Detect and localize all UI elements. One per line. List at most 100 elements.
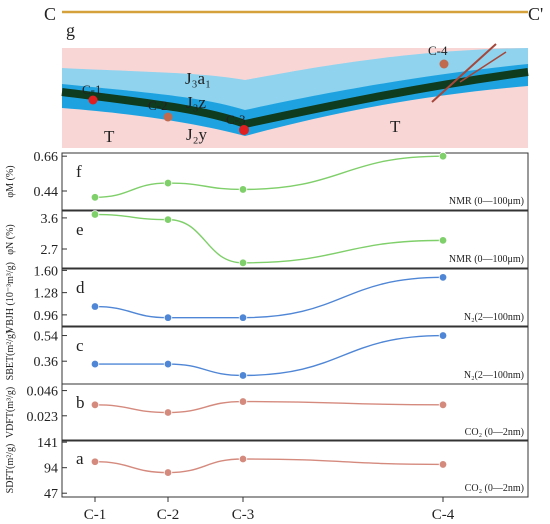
method-note: N₂(2—100nm) [464, 370, 524, 381]
stratum-j3z: J₃z [186, 93, 207, 112]
data-point-c-3 [238, 397, 248, 406]
coal-seam [61, 68, 529, 129]
data-point-c-1 [90, 302, 100, 311]
stratum-t-left: T [104, 127, 115, 146]
y-axis-label: SDFT(m²/g) [5, 444, 16, 494]
data-point-c-1 [90, 457, 100, 466]
section-left-label: C [44, 4, 56, 24]
series-line [94, 155, 444, 199]
y-tick-label: 47 [44, 487, 58, 502]
series-line [94, 400, 444, 414]
cross-section: g J₃a₁ J₃z J₂y T T C-1 C-2 C-3 C-4 [61, 20, 529, 148]
well-label-c1: C-1 [82, 82, 102, 97]
y-axis-label: φM (%) [5, 165, 16, 197]
well-dot-c3 [239, 125, 249, 135]
method-note: NMR (0—100μm) [449, 254, 524, 265]
section-right-label: C' [528, 4, 543, 24]
panel-letter: b [76, 393, 85, 412]
series-line [94, 334, 444, 377]
data-point-c-4 [438, 400, 448, 410]
y-tick-label: 0.66 [34, 150, 59, 165]
well-label-c4: C-4 [428, 43, 448, 58]
method-note: NMR (0—100μm) [449, 196, 524, 207]
y-tick-label: 2.7 [41, 243, 59, 258]
method-note: N₂(2—100nm) [464, 312, 524, 323]
panel-frame [61, 439, 529, 498]
y-axis-label: VBJH (10⁻³m³/g) [5, 262, 16, 333]
panel-frame [61, 210, 529, 269]
panel-frame [61, 326, 529, 385]
section-header: C C' [44, 4, 543, 24]
x-tick-label: C-2 [157, 507, 180, 523]
data-point-c-4 [438, 460, 448, 469]
panel-letter: a [76, 449, 84, 468]
panel-f: 0.66 0.44 φM (%) f NMR (0—100μm) [5, 150, 529, 211]
data-point-c-4 [438, 331, 448, 340]
stratum-j2y: J₂y [186, 125, 208, 144]
panel-letter: d [76, 278, 85, 297]
data-point-c-3 [238, 258, 248, 268]
y-axis-label: φN (%) [5, 224, 16, 254]
series-line [94, 458, 444, 474]
data-point-c-1 [90, 359, 100, 369]
fault-2 [459, 51, 507, 83]
data-point-c-1 [90, 193, 100, 202]
stratum-t-right: T [390, 117, 401, 136]
panel-a: 141 94 47 SDFT(m²/g) a CO₂ (0—2nm) [5, 436, 529, 502]
data-point-c-4 [438, 273, 448, 282]
data-point-c-1 [90, 210, 100, 219]
x-tick-label: C-1 [84, 507, 107, 523]
chart-panels: 0.66 0.44 φM (%) f NMR (0—100μm) 3.6 2.7 φN (%)… [5, 150, 529, 502]
panel-b: 0.046 0.023 VDFT(m³/g) b CO₂ (0—2nm) [5, 383, 529, 442]
panel-d: 1.60 1.28 0.96 VBJH (10⁻³m³/g) d N₂(2—100nm) [5, 262, 529, 333]
method-note: CO₂ (0—2nm) [465, 427, 524, 438]
y-tick-label: 0.96 [34, 309, 59, 324]
data-point-c-2 [163, 178, 173, 188]
well-dot-c2 [163, 112, 173, 122]
data-point-c-2 [163, 408, 173, 417]
panel-frame [61, 152, 529, 211]
y-axis-label: VDFT(m³/g) [5, 387, 16, 438]
y-axis-label: SBET(m²/g) [5, 331, 16, 381]
panel-c: 0.54 0.36 SBET(m²/g) c N₂(2—100nm) [5, 326, 529, 385]
y-tick-label: 0.023 [27, 410, 59, 425]
x-tick-label: C-4 [432, 507, 455, 523]
data-point-c-2 [163, 215, 173, 224]
layer-middle [62, 64, 528, 136]
well-label-c2: C-2 [148, 98, 168, 113]
data-point-c-4 [438, 151, 448, 161]
panel-letter: e [76, 220, 84, 239]
y-tick-label: 94 [44, 462, 58, 477]
y-tick-label: 141 [37, 436, 58, 451]
panel-letter-g: g [66, 20, 75, 40]
panel-frame [61, 383, 529, 442]
method-note: CO₂ (0—2nm) [465, 483, 524, 494]
y-tick-label: 1.28 [34, 287, 59, 302]
x-tick-label: C-3 [232, 507, 255, 523]
panel-frame [61, 268, 529, 327]
well-dot-c4 [439, 59, 449, 69]
stratum-j3a1: J₃a₁ [185, 69, 211, 88]
series-line [94, 276, 444, 319]
y-tick-label: 0.046 [27, 385, 59, 400]
data-point-c-2 [163, 468, 173, 477]
fault-1 [431, 43, 497, 103]
data-point-c-1 [90, 400, 100, 410]
data-point-c-3 [238, 454, 248, 464]
series-line [94, 213, 444, 264]
y-tick-label: 3.6 [41, 212, 59, 227]
data-point-c-3 [238, 185, 248, 194]
y-tick-label: 1.60 [34, 264, 59, 279]
well-label-c3: C-3 [226, 112, 246, 127]
y-tick-label: 0.36 [34, 355, 59, 370]
data-point-c-3 [238, 371, 248, 380]
data-point-c-4 [438, 236, 448, 245]
y-tick-label: 0.44 [34, 185, 59, 200]
well-dot-c1 [88, 95, 98, 105]
panel-e: 3.6 2.7 φN (%) e NMR (0—100μm) [5, 210, 529, 269]
data-point-c-3 [238, 313, 248, 322]
panel-letter: f [76, 162, 82, 181]
y-tick-label: 0.54 [34, 330, 59, 345]
data-point-c-2 [163, 313, 173, 322]
